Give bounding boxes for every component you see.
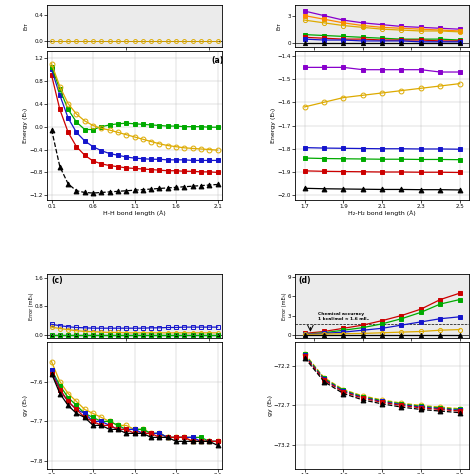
Text: (d): (d) [299,276,311,285]
Y-axis label: gy (Eₕ): gy (Eₕ) [24,395,28,416]
Text: Chemical accuracy
1 kcal/mol ≈ 1.6 mEₕ: Chemical accuracy 1 kcal/mol ≈ 1.6 mEₕ [318,312,369,321]
X-axis label: H-H bond length (Å): H-H bond length (Å) [103,210,166,216]
Y-axis label: Error (mEₕ): Error (mEₕ) [29,292,35,320]
Y-axis label: Energy (Eₕ): Energy (Eₕ) [24,108,28,143]
Y-axis label: gy (Eₕ): gy (Eₕ) [267,395,273,416]
Text: (c): (c) [51,276,63,285]
Y-axis label: Err
: Err [276,22,287,30]
Y-axis label: Energy (Eₕ): Energy (Eₕ) [271,108,276,143]
Y-axis label: Error (mEₕ): Error (mEₕ) [283,292,287,320]
Y-axis label: Err
: Err [24,22,35,30]
Text: (a): (a) [211,55,224,64]
X-axis label: H₂-H₂ bond length (Å): H₂-H₂ bond length (Å) [348,210,416,216]
